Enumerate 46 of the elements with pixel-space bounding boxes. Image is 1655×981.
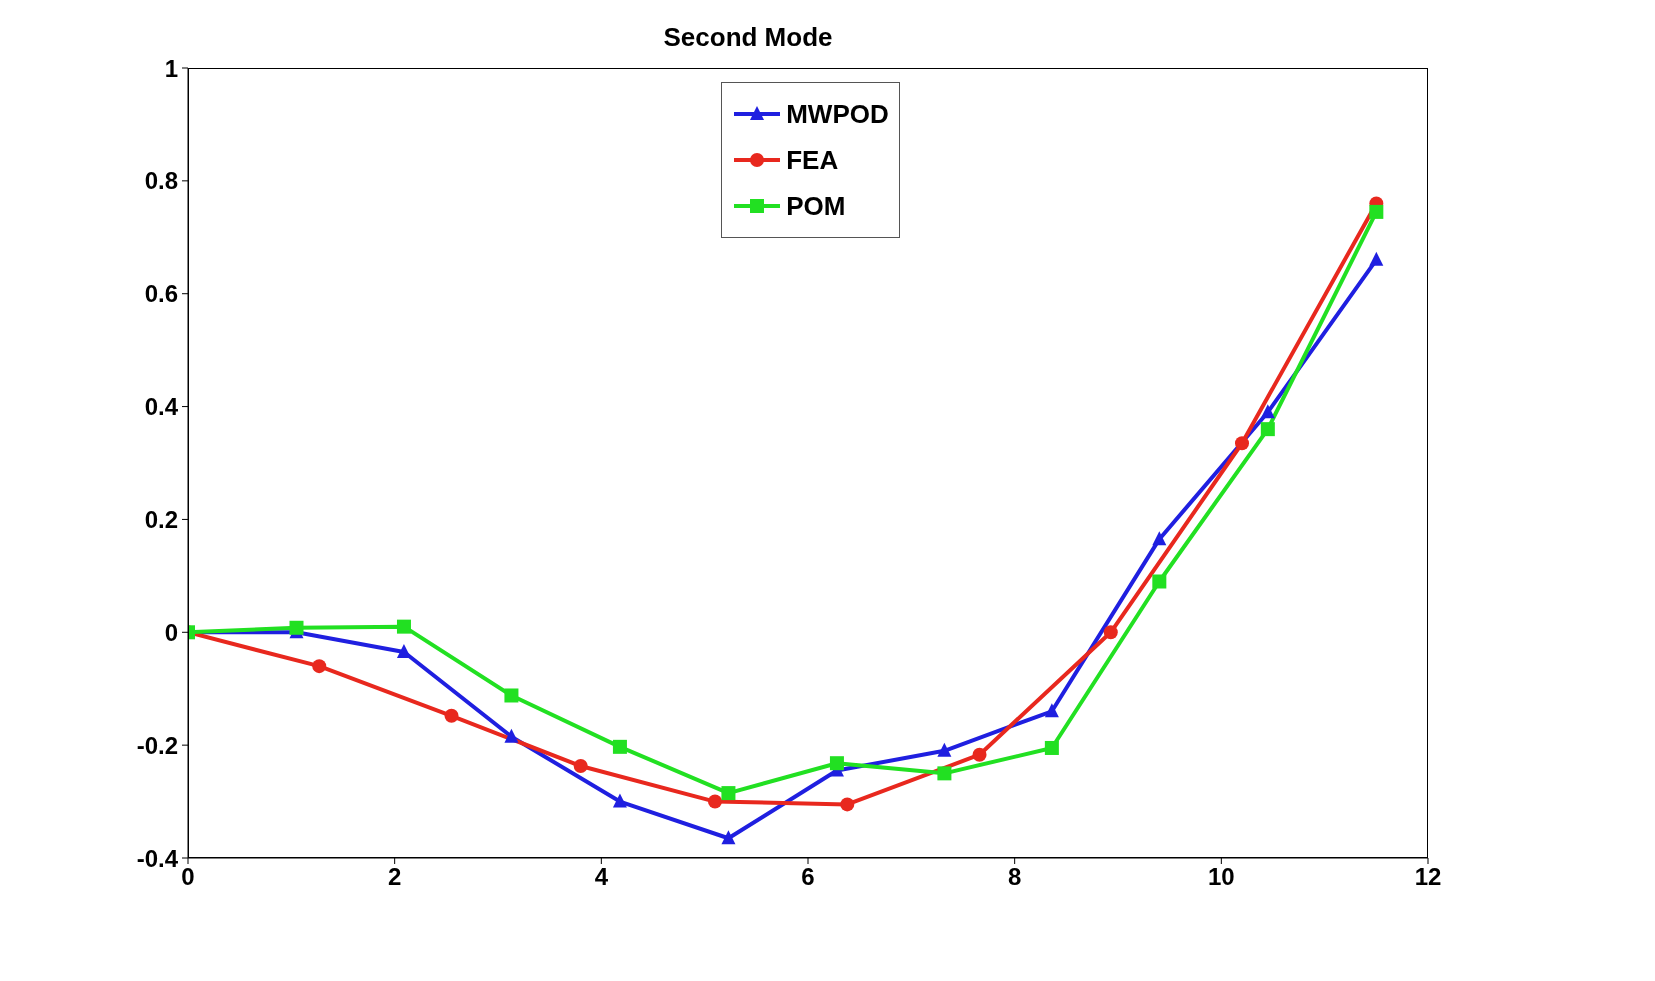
point xyxy=(1260,422,1275,437)
point xyxy=(289,620,304,635)
point xyxy=(396,619,411,634)
x-tick-label: 4 xyxy=(594,863,609,891)
point xyxy=(396,644,411,659)
point xyxy=(1260,404,1275,419)
legend-label: MWPOD xyxy=(786,98,889,131)
point xyxy=(1103,625,1118,640)
y-tick-label: 0.6 xyxy=(144,280,178,308)
point xyxy=(721,786,736,801)
y-tick-label: 0.8 xyxy=(144,167,178,195)
point xyxy=(1044,740,1059,755)
point xyxy=(1152,574,1167,589)
point xyxy=(1369,251,1384,266)
point xyxy=(504,728,519,743)
point xyxy=(1235,436,1249,451)
point xyxy=(1369,204,1384,219)
legend-label: POM xyxy=(786,190,846,223)
y-tick-label: 0.2 xyxy=(144,505,178,533)
point xyxy=(721,830,736,845)
point xyxy=(1044,703,1059,718)
point xyxy=(840,797,855,812)
point xyxy=(312,659,327,674)
point xyxy=(708,794,722,809)
point xyxy=(829,756,844,771)
x-tick-label: 8 xyxy=(1007,863,1022,891)
point xyxy=(573,759,588,774)
x-tick-label: 12 xyxy=(1414,863,1442,891)
point xyxy=(972,747,987,762)
point xyxy=(937,766,952,781)
x-tick-label: 6 xyxy=(801,863,815,891)
legend-label: FEA xyxy=(786,144,839,177)
chart-title: Second Mode xyxy=(662,22,834,53)
point xyxy=(612,739,627,754)
y-tick-label: 0 xyxy=(164,618,178,646)
y-tick-label: 0.4 xyxy=(144,393,179,421)
y-tick-label: -0.4 xyxy=(136,844,179,872)
y-tick-label: 1 xyxy=(164,54,178,82)
point xyxy=(444,708,459,723)
point xyxy=(937,742,952,757)
y-tick-label: -0.2 xyxy=(136,731,178,759)
point xyxy=(612,793,627,808)
x-tick-label: 10 xyxy=(1207,863,1235,891)
point xyxy=(504,688,519,703)
x-tick-label: 2 xyxy=(387,863,402,891)
point xyxy=(1152,531,1167,546)
